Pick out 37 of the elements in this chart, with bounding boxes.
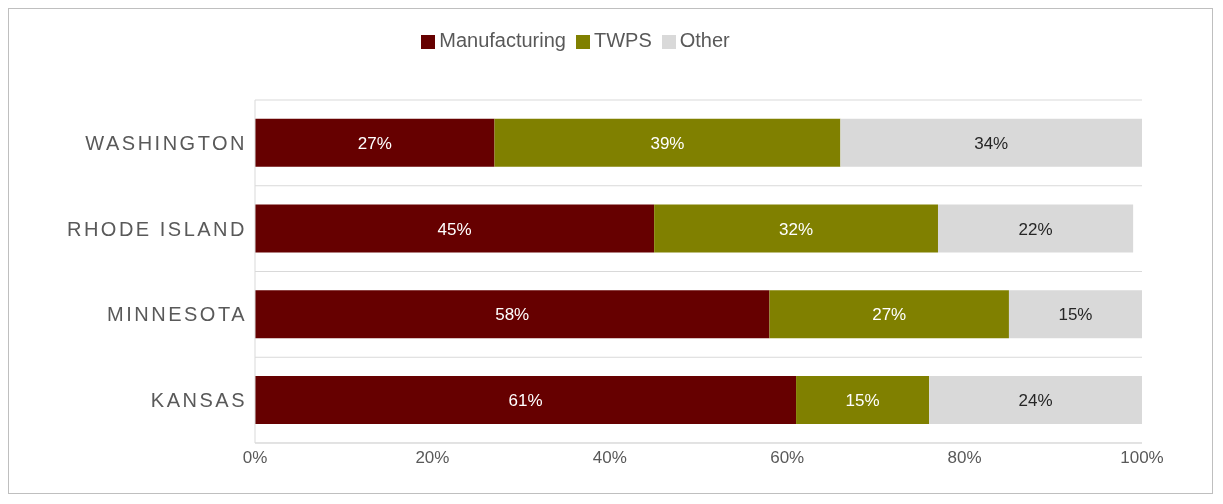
bar [796,376,930,425]
x-tick-label: 0% [242,448,268,468]
bar [654,204,938,253]
bar [255,290,770,339]
data-label: 58% [495,305,530,325]
data-label: 45% [437,219,472,239]
bar [494,118,841,167]
data-label: 15% [845,391,880,411]
bar [769,290,1009,339]
x-tick-label: 20% [415,448,450,468]
bar [255,376,797,425]
bar [1008,290,1142,339]
y-tick-label: WASHINGTON [85,131,247,154]
data-label: 15% [1058,305,1093,325]
data-label: 27% [872,305,907,325]
bar [937,204,1134,253]
data-label: 39% [650,133,685,153]
x-tick-label: 40% [592,448,627,468]
data-label: 27% [357,133,392,153]
y-tick-label: MINNESOTA [107,303,247,326]
bar [255,118,495,167]
y-tick-label: RHODE ISLAND [66,217,247,240]
legend-label: Manufacturing [439,29,566,51]
x-tick-label: 100% [1120,448,1164,468]
data-label: 34% [974,133,1009,153]
legend-label: Other [679,29,730,51]
y-tick-label: KANSAS [150,389,247,412]
bar [840,118,1142,167]
bar [929,376,1142,425]
data-label: 22% [1018,219,1053,239]
data-label: 61% [508,391,543,411]
bar [255,204,655,253]
x-tick-label: 60% [770,448,805,468]
legend-label: TWPS [593,29,652,51]
data-label: 24% [1018,391,1053,411]
data-label: 32% [779,219,814,239]
x-tick-label: 80% [947,448,982,468]
